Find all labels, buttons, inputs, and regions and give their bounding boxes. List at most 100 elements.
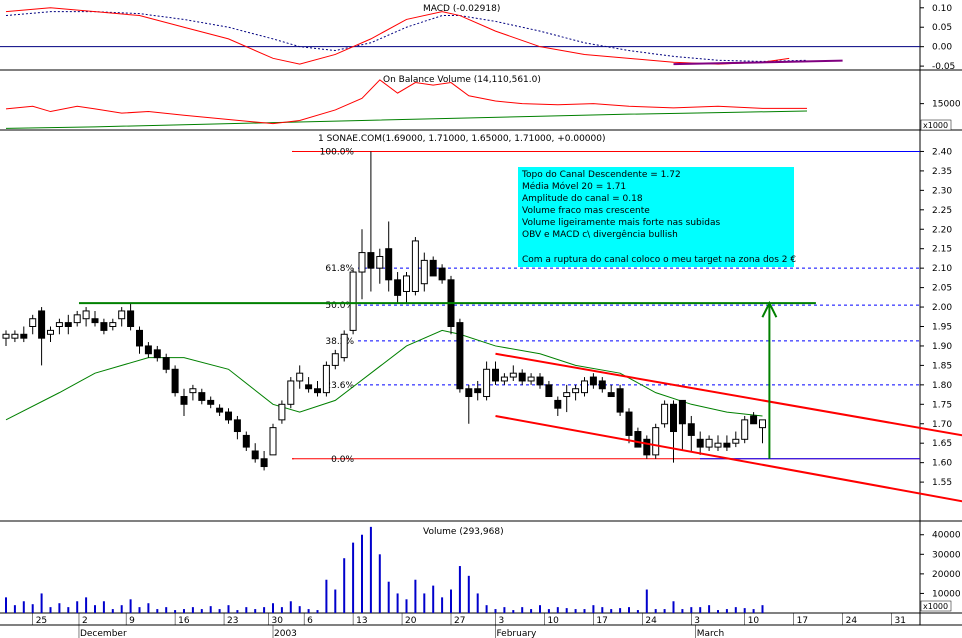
candle-body: [714, 442, 722, 448]
x-tick-label: 9: [129, 616, 135, 626]
candle: [153, 345, 161, 362]
candle: [331, 349, 339, 370]
candle: [652, 423, 660, 459]
candle-body: [536, 376, 544, 386]
candle: [251, 443, 259, 463]
candle-body: [465, 388, 473, 398]
x-tick-label: 3: [694, 616, 700, 626]
y-tick-label: 0.10: [932, 4, 952, 14]
candle-body: [189, 388, 197, 394]
candle: [100, 318, 108, 335]
candle: [82, 307, 90, 327]
candle: [589, 373, 597, 389]
channel-bottom-line: [495, 414, 962, 503]
candle: [29, 314, 37, 335]
candle-body: [750, 415, 758, 425]
y-tick-label: 2.05: [932, 284, 952, 294]
x-tick-label: 30: [272, 616, 284, 626]
target-arrow-head: [761, 300, 778, 318]
candle: [38, 307, 46, 366]
candle: [73, 310, 81, 327]
candle: [91, 310, 99, 327]
candle-body: [500, 376, 508, 382]
annotation-line-3: Amplitude do canal = 0.18: [522, 194, 643, 204]
candle-body: [225, 411, 232, 421]
candle: [527, 373, 535, 385]
candle-body: [420, 259, 428, 285]
candle-body: [136, 329, 143, 347]
fib-label: 0.0%: [331, 455, 354, 465]
price-panel: 1 SONAE.COM(1.69000, 1.71000, 1.65000, 1…: [2, 134, 962, 503]
candle-body: [198, 392, 206, 401]
candle: [340, 330, 348, 362]
candle: [367, 151, 375, 292]
fib-label: 61.8%: [325, 264, 354, 274]
candle-body: [670, 403, 677, 433]
candle-body: [705, 438, 713, 448]
x-tick-label: 24: [846, 616, 858, 626]
candle-body: [643, 438, 651, 456]
candle-body: [634, 431, 642, 448]
price-axis-ticks: 2.40 2.35 2.30 2.25 2.20 2.15 2.10 2.05 2.00 1.95…: [920, 147, 952, 488]
candle-body: [349, 271, 357, 331]
y-tick-label: 2.40: [932, 147, 952, 157]
candle: [198, 388, 206, 405]
x-axis: 25 2 9 16 23 30 6 13 20 27 3 10 17 24 3 10 17 24 31 Decembe…: [32, 613, 906, 638]
candle: [136, 326, 143, 354]
fib-label: 23.6%: [325, 381, 354, 391]
candle: [269, 423, 277, 456]
candle-body: [64, 322, 72, 327]
candle: [411, 237, 419, 296]
candle-body: [652, 427, 660, 456]
price-title: 1 SONAE.COM(1.69000, 1.71000, 1.65000, 1…: [318, 134, 606, 144]
candle: [403, 272, 410, 304]
candle-body: [73, 314, 81, 324]
candle-body: [483, 368, 491, 398]
candle: [696, 431, 704, 455]
candle-body: [696, 438, 704, 448]
candle-body: [678, 399, 686, 425]
annotation-line-1: Topo do Canal Descendente = 1.72: [521, 170, 681, 180]
candle: [278, 400, 286, 424]
candle-body: [732, 438, 740, 444]
candle-body: [251, 450, 259, 460]
candle: [189, 384, 197, 401]
candle: [625, 408, 633, 444]
candle-body: [723, 442, 731, 448]
candle: [634, 427, 642, 448]
candle: [643, 435, 651, 459]
y-tick-label: 20000: [932, 570, 961, 580]
y-tick-label: 1.90: [932, 342, 952, 352]
y-tick-label: 1.55: [932, 478, 952, 488]
y-tick-label: 0.05: [932, 23, 952, 33]
candle: [705, 435, 713, 451]
candle: [233, 415, 241, 440]
candle-body: [607, 392, 615, 398]
candle-body: [287, 380, 295, 405]
candle-body: [331, 353, 339, 366]
candle: [216, 404, 224, 416]
macd-axis-ticks: 0.10 0.05 0.00 -0.05: [920, 4, 955, 72]
obv-unit: x1000: [923, 121, 948, 130]
candle-body: [55, 322, 63, 327]
candle-body: [474, 388, 482, 394]
macd-lines: [0, 7, 920, 66]
candle-body: [322, 364, 330, 394]
candle-body: [509, 372, 517, 378]
volume-axis-ticks: 40000 30000 20000 10000: [920, 531, 961, 599]
obv-line: [5, 79, 807, 125]
candle: [536, 373, 544, 389]
macd-divergence-line: [673, 59, 843, 66]
candle: [714, 435, 722, 451]
candle-body: [687, 423, 695, 436]
candle: [438, 264, 446, 284]
volume-title: Volume (293,968): [423, 527, 504, 537]
candle: [64, 314, 72, 335]
y-tick-label: 15000: [932, 100, 961, 110]
volume-unit-box: [920, 600, 952, 612]
candle: [349, 268, 357, 335]
candle: [500, 373, 508, 385]
obv-lines: [5, 79, 808, 129]
candle-body: [278, 403, 286, 421]
